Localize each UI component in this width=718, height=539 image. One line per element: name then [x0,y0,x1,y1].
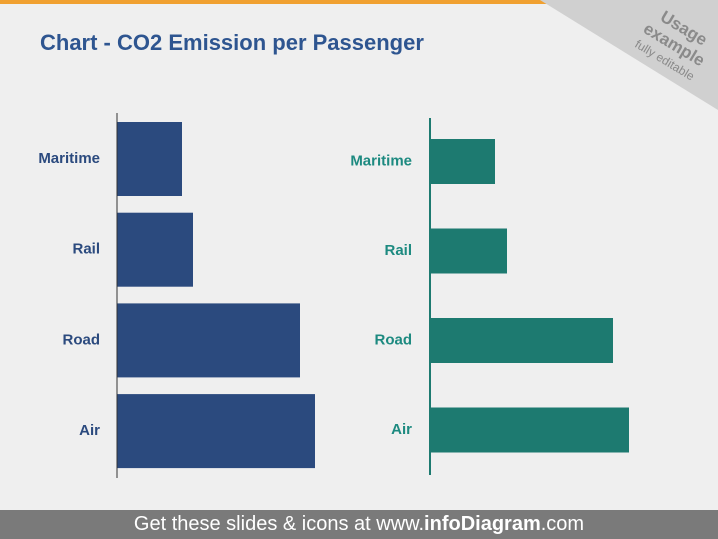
corner-banner [540,0,718,110]
bar [117,122,182,196]
category-label: Road [63,331,101,348]
footer-part: Get these slides & icons at www. [134,513,424,535]
charts: Maritime Rail Road Air Maritime Rail Road Air [38,113,629,478]
bar [430,318,613,363]
bar [430,139,495,184]
slide-title: Chart - CO2 Emission per Passenger [40,30,424,55]
bar [117,394,315,469]
footer-text: Get these slides & icons at www.infoDiag… [134,513,584,535]
footer-brand: infoDiagram [424,513,541,535]
category-label: Air [391,421,412,438]
category-label: Air [79,422,100,439]
bar [117,303,300,378]
bar [430,407,629,453]
category-label: Rail [384,242,412,259]
bar [117,212,193,287]
category-label: Rail [72,241,100,258]
bar [430,228,507,274]
category-label: Maritime [350,152,412,169]
footer-part: .com [541,513,584,535]
category-label: Maritime [38,150,100,167]
category-label: Road [375,331,413,348]
top-accent [0,0,718,4]
footer-bar [0,510,718,539]
